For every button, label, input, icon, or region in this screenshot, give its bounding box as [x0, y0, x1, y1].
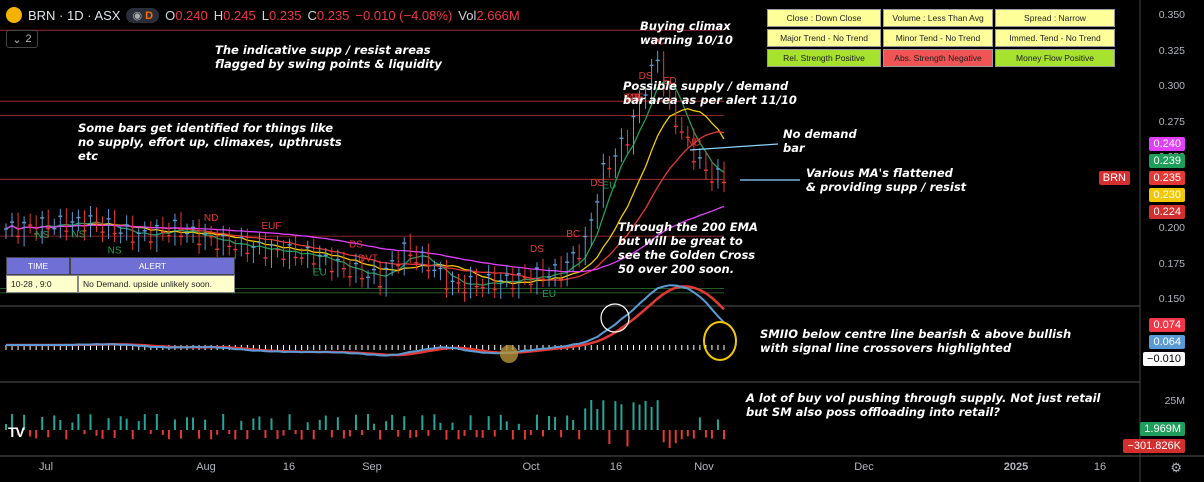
price-tag: 0.239 — [1149, 154, 1185, 168]
bar-label: DVT — [358, 253, 378, 264]
time-axis-label: Sep — [362, 461, 382, 473]
price-axis-label: 0.325 — [1158, 44, 1185, 57]
price-axis-label: 0.150 — [1158, 293, 1185, 305]
time-axis-label: 16 — [1093, 461, 1107, 473]
signal-cell: Minor Tend - No Trend — [883, 29, 993, 47]
price-tag: 0.235 — [1149, 171, 1185, 185]
signal-cell: Volume : Less Than Avg — [883, 9, 993, 27]
time-axis-label: Jul — [38, 461, 54, 473]
symbol-header: BRN · 1D · ASX ◉ D O0.240 H0.245 L0.235 … — [6, 4, 520, 26]
bar-label: DS — [530, 244, 544, 255]
ohlc-low: L0.235 — [261, 7, 302, 23]
price-axis-label: 0.300 — [1158, 80, 1185, 92]
ohlc-open: O0.240 — [165, 7, 208, 23]
vsa-signal-table: Close : Down Close Volume : Less Than Avg… — [767, 9, 1115, 67]
bar-label: SCE — [623, 93, 644, 104]
tradingview-logo[interactable]: TV — [8, 424, 25, 440]
bar-label: DS — [349, 240, 363, 251]
signal-cell: Money Flow Positive — [995, 49, 1115, 67]
price-change: −0.010 (−4.08%) — [355, 7, 453, 23]
oscillator-tag: −0.010 — [1143, 352, 1185, 366]
signal-cell: Immed. Tend - No Trend — [995, 29, 1115, 47]
signal-cell: Spread : Narrow — [995, 9, 1115, 27]
price-tag: 0.230 — [1149, 188, 1185, 202]
note-200-ema: Through the 200 EMA but will be great to… — [618, 220, 758, 276]
signal-cell: Abs. Strength Negative — [883, 49, 993, 67]
note-volume: A lot of buy vol pushing through supply.… — [746, 391, 1101, 419]
bar-label: BC — [651, 36, 665, 47]
note-smiio: SMIIO below centre line bearish & above … — [760, 327, 1072, 355]
time-axis-label: Aug — [196, 461, 216, 473]
alert-time: 10-28 , 9:0 — [6, 275, 78, 293]
price-axis-label: 0.200 — [1158, 222, 1185, 234]
alert-table: TIME ALERT 10-28 , 9:0 No Demand. upside… — [6, 257, 235, 293]
bar-label: EU — [313, 268, 327, 279]
settings-gear-icon[interactable]: ⚙ — [1170, 460, 1182, 475]
bar-label: ED — [663, 76, 677, 87]
time-axis-label: Nov — [694, 461, 714, 473]
ohlc-high: H0.245 — [213, 7, 256, 23]
price-axis-label: 0.350 — [1158, 9, 1185, 21]
note-buying-climax: Buying climax warning 10/10 — [640, 19, 733, 47]
volume-tag: 1.969M — [1140, 422, 1185, 436]
bar-label: ND — [687, 138, 701, 149]
crossover-highlight — [600, 303, 630, 333]
bar-label: ND — [204, 213, 218, 224]
alert-alert-header: ALERT — [70, 257, 235, 275]
bar-label: EUF — [261, 221, 281, 232]
note-no-demand: No demand bar — [783, 127, 857, 155]
signal-cell: Major Trend - No Trend — [767, 29, 881, 47]
volume-readout: Vol2.666M — [458, 7, 520, 23]
bar-label: NS — [108, 246, 122, 257]
smiio-line — [6, 284, 725, 357]
note-supply-demand-area: Possible supply / demand bar area as per… — [623, 79, 797, 107]
annotation-arrow — [689, 143, 779, 151]
note-moving-averages: Various MA's flattened & providing supp … — [806, 166, 967, 194]
crossover-highlight — [500, 345, 518, 363]
time-axis-label: Oct — [522, 461, 540, 473]
indicator-count: 2 — [25, 33, 32, 45]
bar-label: EU — [602, 181, 616, 192]
eye-icon: ◉ — [132, 9, 143, 22]
visibility-toggle[interactable]: ◉ D — [126, 7, 160, 23]
alert-time-header: TIME — [6, 257, 70, 275]
price-axis-label: 0.275 — [1158, 115, 1185, 128]
signal-cell: Rel. Strength Positive — [767, 49, 881, 67]
bar-label: DS — [627, 93, 641, 104]
bar-label: BC — [566, 229, 580, 240]
oscillator-tag: 0.064 — [1149, 335, 1185, 349]
time-axis-label: 16 — [609, 461, 623, 473]
time-axis-label: Dec — [854, 461, 874, 473]
ohlc-close: C0.235 — [307, 7, 350, 23]
bar-label: NS — [71, 230, 85, 241]
bar-label: DS — [590, 178, 604, 189]
crossover-highlight — [703, 321, 737, 361]
bar-label: UT — [627, 93, 640, 104]
alert-message: No Demand. upside unlikely soon. — [78, 275, 235, 293]
bar-label: NS — [35, 230, 49, 241]
timeframe-badge: D — [145, 9, 154, 22]
price-axis-label: 0.175 — [1158, 257, 1185, 270]
symbol-title[interactable]: BRN · 1D · ASX — [28, 7, 121, 23]
note-bar-identification: Some bars get identified for things like… — [78, 121, 342, 163]
time-axis-label: 16 — [282, 461, 296, 473]
brainchip-logo-icon — [6, 7, 22, 23]
signal-cell: Close : Down Close — [767, 9, 881, 27]
price-tag: 0.224 — [1149, 205, 1185, 219]
moving-average-line — [5, 205, 725, 273]
oscillator-tag: 0.074 — [1149, 318, 1185, 332]
price-tag: 0.240 — [1149, 137, 1185, 151]
chevron-down-icon: ⌄ — [12, 33, 22, 46]
price-tag: BRN — [1098, 171, 1130, 185]
indicators-collapse-button[interactable]: ⌄ 2 — [6, 30, 38, 48]
note-supp-resist-areas: The indicative supp / resist areas flagg… — [215, 43, 442, 71]
volume-axis-level: 25M — [1164, 395, 1185, 407]
moving-average-line — [5, 81, 725, 286]
time-axis-label: 2025 — [1003, 461, 1029, 473]
volume-tag: −301.826K — [1123, 439, 1185, 453]
bar-label: DS — [639, 71, 653, 82]
bar-label: EU — [542, 289, 556, 300]
